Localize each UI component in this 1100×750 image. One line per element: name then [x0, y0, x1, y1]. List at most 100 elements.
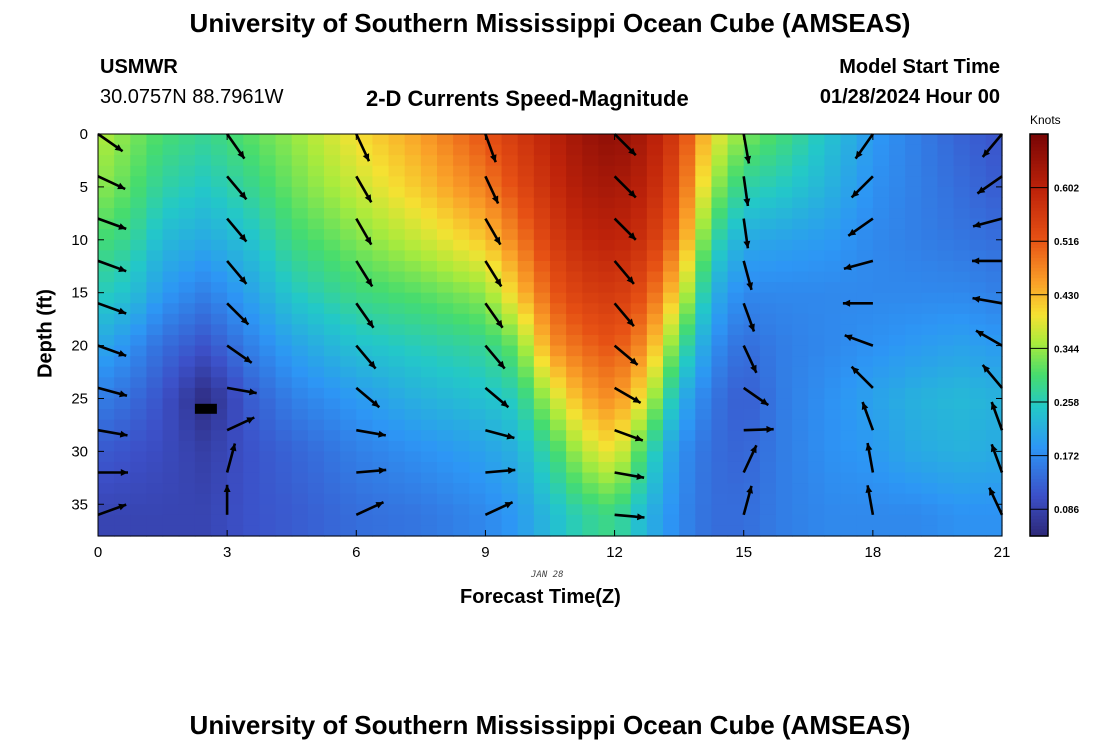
- colorbar-tick-label: 0.516: [1054, 237, 1079, 248]
- heatmap-cell: [469, 398, 487, 410]
- heatmap-cell: [211, 208, 228, 220]
- heatmap-cell: [776, 356, 793, 368]
- heatmap-cell: [194, 250, 212, 262]
- heatmap-cell: [114, 451, 131, 463]
- heatmap-cell: [921, 335, 939, 347]
- heatmap-cell: [404, 525, 422, 537]
- heatmap-cell: [194, 461, 212, 474]
- heatmap-cell: [372, 514, 390, 527]
- heatmap-cell: [372, 409, 390, 421]
- heatmap-cell: [146, 292, 164, 304]
- heatmap-cell: [388, 208, 406, 220]
- heatmap-cell: [824, 176, 842, 188]
- heatmap-cell: [533, 250, 551, 262]
- heatmap-cell: [953, 134, 971, 146]
- heatmap-cell: [517, 514, 535, 527]
- heatmap-cell: [759, 504, 777, 516]
- heatmap-cell: [792, 165, 809, 177]
- colorbar-segment: [1030, 170, 1048, 175]
- heatmap-cell: [953, 313, 971, 326]
- heatmap-cell: [517, 398, 535, 410]
- heatmap-cell: [872, 229, 890, 241]
- heatmap-cell: [759, 387, 777, 400]
- heatmap-cell: [291, 366, 309, 378]
- heatmap-cell: [291, 387, 309, 400]
- heatmap-cell: [130, 208, 148, 220]
- colorbar-segment: [1030, 274, 1048, 279]
- heatmap-cell: [598, 239, 616, 251]
- heatmap-cell: [98, 387, 115, 400]
- heatmap-cell: [630, 271, 648, 283]
- heatmap-cell: [630, 451, 648, 463]
- heatmap-cell: [905, 155, 922, 167]
- colorbar-segment: [1030, 428, 1048, 433]
- heatmap-cell: [533, 218, 551, 230]
- heatmap-cell: [776, 387, 793, 400]
- heatmap-cell: [211, 345, 228, 357]
- heatmap-cell: [614, 493, 632, 505]
- heatmap-cell: [340, 345, 357, 357]
- heatmap-cell: [937, 387, 955, 400]
- heatmap-cell: [792, 282, 809, 294]
- heatmap-cell: [808, 229, 826, 241]
- heatmap-cell: [194, 165, 212, 177]
- heatmap-cell: [663, 398, 680, 410]
- heatmap-cell: [953, 271, 971, 283]
- heatmap-cell: [485, 176, 503, 188]
- heatmap-cell: [453, 292, 470, 304]
- heatmap-cell: [162, 144, 180, 156]
- heatmap-cell: [872, 419, 890, 431]
- heatmap-cell: [856, 186, 874, 199]
- heatmap-cell: [824, 324, 842, 336]
- heatmap-cell: [792, 366, 809, 378]
- heatmap-cell: [437, 345, 454, 357]
- current-vector: [97, 217, 127, 231]
- current-vector: [843, 259, 874, 271]
- current-vector: [356, 467, 387, 474]
- heatmap-cell: [727, 260, 745, 273]
- heatmap-cell: [533, 165, 551, 177]
- heatmap-cell: [856, 144, 874, 156]
- heatmap-cell: [598, 165, 616, 177]
- heatmap-cell: [646, 483, 664, 495]
- heatmap-cell: [533, 282, 551, 294]
- heatmap-cell: [889, 165, 906, 177]
- heatmap-cell: [437, 303, 454, 315]
- heatmap-cell: [614, 218, 632, 230]
- heatmap-cell: [259, 239, 277, 251]
- heatmap-cell: [485, 313, 503, 326]
- current-vectors: [97, 132, 1004, 521]
- heatmap-cell: [485, 377, 503, 389]
- heatmap-cell: [130, 155, 148, 167]
- heatmap-cell: [840, 430, 858, 442]
- heatmap-cell: [388, 409, 406, 421]
- heatmap-cell: [340, 430, 357, 442]
- heatmap-cell: [178, 208, 196, 220]
- heatmap-cell: [743, 409, 761, 421]
- heatmap-cell: [840, 472, 858, 484]
- heatmap-cell: [372, 366, 390, 378]
- heatmap-cell: [324, 218, 341, 230]
- heatmap-cell: [985, 324, 1003, 336]
- heatmap-cell: [969, 176, 987, 188]
- heatmap-cell: [824, 483, 842, 495]
- heatmap-cell: [679, 514, 696, 527]
- heatmap-cell: [146, 387, 164, 400]
- colorbar-segment: [1030, 137, 1048, 142]
- heatmap-cell: [808, 461, 826, 474]
- heatmap-cell: [985, 186, 1003, 199]
- heatmap-cell: [437, 324, 454, 336]
- heatmap-cell: [324, 398, 341, 410]
- heatmap-cell: [727, 472, 745, 484]
- heatmap-cell: [178, 483, 196, 495]
- heatmap-cell: [663, 387, 680, 400]
- heatmap-cell: [630, 356, 648, 368]
- heatmap-cell: [517, 282, 535, 294]
- heatmap-cell: [291, 229, 309, 241]
- heatmap-cell: [985, 398, 1003, 410]
- heatmap-cell: [533, 239, 551, 251]
- heatmap-cell: [985, 303, 1003, 315]
- heatmap-cell: [921, 313, 939, 326]
- vector-head: [982, 364, 990, 373]
